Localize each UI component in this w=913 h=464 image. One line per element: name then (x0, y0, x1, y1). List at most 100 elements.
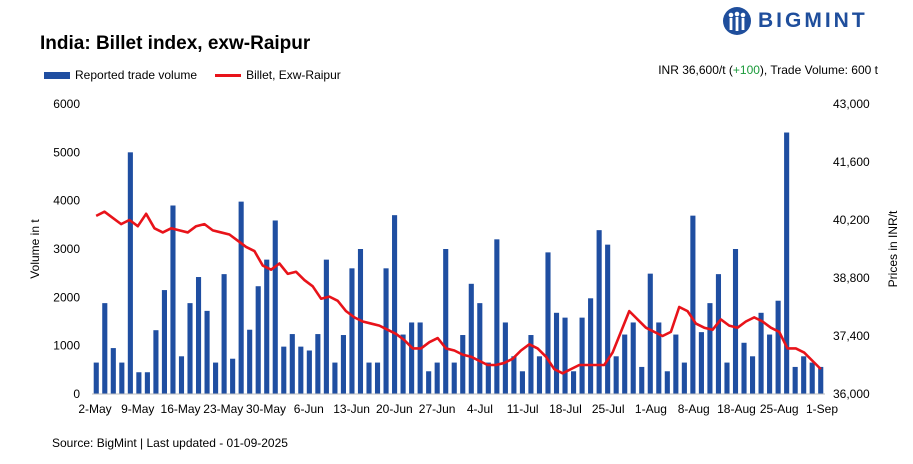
bigmint-logo: BIGMINT (722, 6, 868, 36)
y-tick-right: 38,800 (833, 271, 870, 285)
x-tick-label: 27-Jun (419, 402, 456, 416)
volume-bar (553, 312, 560, 394)
chart-legend: Reported trade volume Billet, Exw-Raipur (44, 68, 341, 82)
volume-bar (426, 371, 432, 394)
volume-bar (357, 249, 364, 394)
y-tick-left: 2000 (53, 290, 80, 304)
volume-bar (622, 334, 628, 394)
x-tick-label: 11-Jul (507, 402, 539, 416)
volume-bar (255, 286, 261, 394)
x-tick-label: 4-Jul (467, 402, 493, 416)
x-tick-label: 23-May (203, 402, 243, 416)
volume-bar (340, 335, 346, 394)
volume-bar (230, 358, 236, 394)
y-axis-right-label: Prices in INR/t (886, 210, 900, 287)
x-tick-label: 9-May (121, 402, 154, 416)
volume-bar (178, 356, 185, 394)
x-tick-label: 1-Aug (635, 402, 667, 416)
volume-bar (579, 317, 585, 394)
volume-bar (366, 362, 372, 394)
y-tick-right: 41,600 (833, 155, 870, 169)
volume-bar (102, 303, 108, 394)
volume-bar (110, 348, 116, 394)
volume-bar (596, 230, 602, 394)
legend-swatch-price (215, 73, 242, 77)
x-tick-label: 16-May (161, 402, 201, 416)
volume-bar (289, 334, 295, 394)
volume-bar (571, 371, 577, 394)
volume-bar (221, 274, 227, 394)
price-info-suffix: ), Trade Volume: 600 t (759, 63, 878, 77)
y-axis-left-label: Volume in t (28, 219, 42, 279)
volume-bar (502, 322, 508, 394)
volume-bar (434, 362, 440, 394)
volume-bar (562, 317, 568, 394)
volume-bar (417, 322, 423, 394)
price-line (95, 210, 822, 375)
volume-bar (460, 335, 466, 394)
volume-bar (741, 342, 747, 394)
volume-bar (204, 310, 210, 394)
x-tick-label: 8-Aug (678, 402, 710, 416)
volume-bar (715, 274, 722, 394)
volume-bar (144, 372, 150, 394)
volume-bar (605, 244, 611, 394)
volume-bar (724, 362, 730, 394)
volume-bar (281, 346, 287, 394)
volume-bar (775, 300, 781, 394)
volume-bar (306, 350, 312, 394)
volume-bar (519, 371, 525, 394)
volume-bar (801, 356, 807, 394)
x-tick-label: 6-Jun (294, 402, 324, 416)
x-tick-label: 18-Aug (717, 402, 756, 416)
x-tick-label: 18-Jul (549, 402, 582, 416)
volume-bar (298, 346, 304, 394)
volume-bar (647, 273, 653, 394)
volume-bar (468, 283, 474, 394)
volume-bar (443, 249, 449, 394)
volume-bar (698, 332, 704, 394)
volume-bar (400, 334, 406, 394)
y-tick-left: 6000 (53, 97, 80, 111)
y-tick-left: 0 (73, 387, 80, 401)
x-tick-label: 20-Jun (376, 402, 413, 416)
volume-bar (153, 330, 159, 394)
volume-bar (477, 303, 483, 394)
x-tick-label: 30-May (246, 402, 286, 416)
x-tick-label: 13-Jun (333, 402, 370, 416)
volume-bar (673, 334, 679, 394)
volume-bar (264, 259, 270, 394)
volume-bar (792, 366, 798, 394)
volume-bar (247, 329, 253, 394)
volume-bar (664, 371, 670, 394)
volume-bar (238, 201, 244, 394)
volume-bar (681, 362, 687, 394)
volume-bar (315, 334, 321, 394)
volume-bar (332, 362, 338, 394)
volume-bar (323, 259, 329, 394)
volume-bar (374, 362, 381, 394)
volume-bar (656, 322, 662, 394)
volume-bar (639, 366, 645, 394)
volume-bar (750, 356, 756, 394)
volume-bar (127, 152, 133, 394)
bigmint-logo-text: BIGMINT (758, 9, 868, 32)
volume-bar (630, 322, 636, 394)
legend-swatch-volume (44, 71, 70, 79)
source-note: Source: BigMint | Last updated - 01-09-2… (52, 436, 288, 450)
volume-bar (613, 356, 619, 394)
y-tick-left: 5000 (53, 145, 80, 159)
volume-bar (93, 362, 99, 394)
y-tick-right: 43,000 (833, 97, 870, 111)
volume-bar (767, 334, 773, 394)
x-tick-label: 25-Aug (760, 402, 799, 416)
volume-bar (383, 268, 389, 394)
volume-bar (349, 268, 355, 394)
volume-bar (588, 298, 594, 394)
volume-bar (818, 366, 824, 394)
volume-bar (161, 290, 167, 394)
price-change: +100 (732, 63, 760, 77)
volume-bar (119, 362, 125, 394)
volume-bar (213, 362, 219, 394)
y-tick-left: 4000 (53, 194, 80, 208)
